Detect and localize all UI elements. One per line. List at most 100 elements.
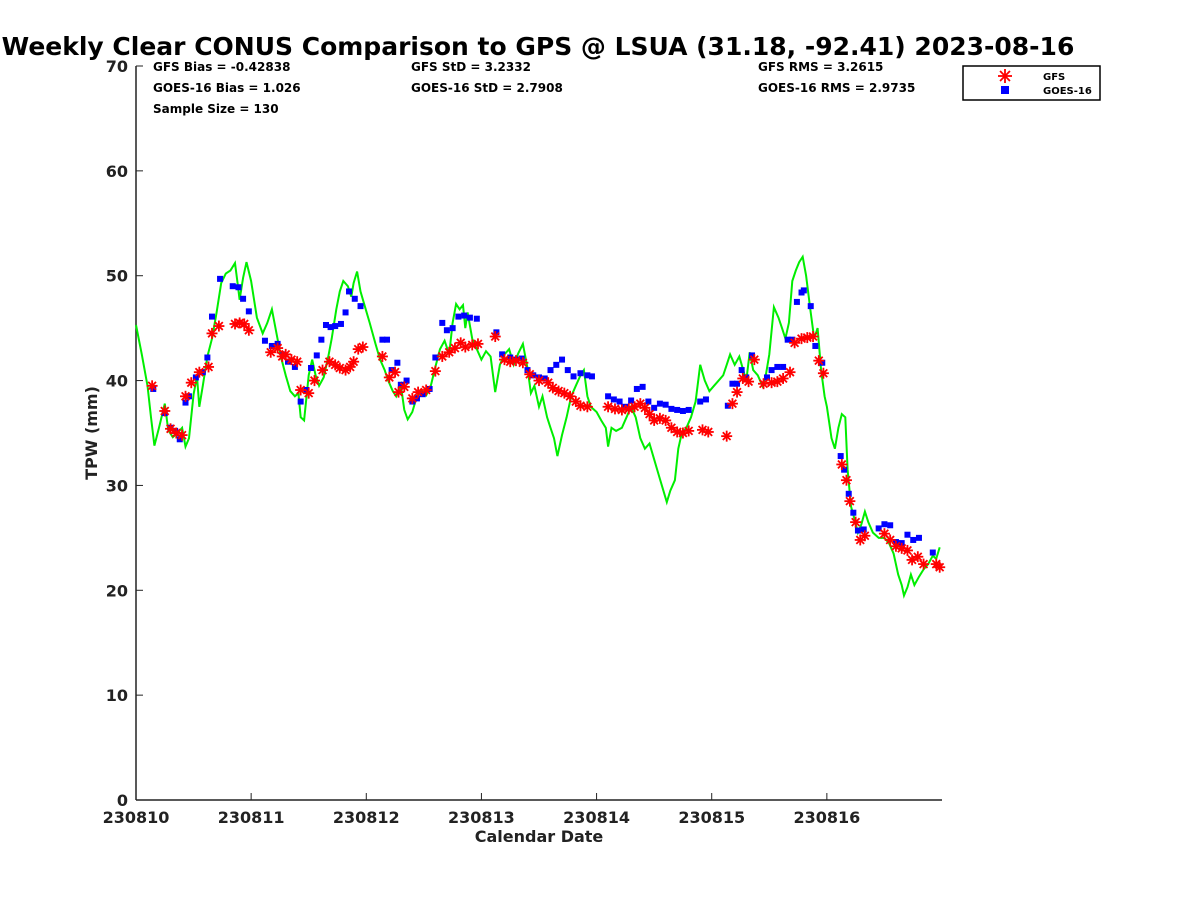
legend-goes-square xyxy=(1001,86,1009,94)
goes-16-point xyxy=(388,367,395,374)
goes-16-point xyxy=(854,527,861,534)
goes-16-point xyxy=(702,396,709,403)
gfs-point xyxy=(533,375,545,387)
gfs-point xyxy=(524,368,536,380)
goes-16-point xyxy=(342,309,349,316)
y-tick-label: 60 xyxy=(106,162,128,181)
gfs-point xyxy=(616,404,628,416)
goes-16-point xyxy=(588,373,595,380)
goes-16-point xyxy=(904,531,911,538)
goes-16-point xyxy=(724,402,731,409)
goes-16-point xyxy=(297,398,304,405)
gfs-point xyxy=(420,384,432,396)
goes-16-point xyxy=(245,308,252,315)
goes-16-point xyxy=(645,398,652,405)
legend-box xyxy=(962,65,1101,101)
x-axis-label: Calendar Date xyxy=(475,827,604,846)
y-tick-label: 30 xyxy=(106,476,128,495)
gfs-point xyxy=(146,380,158,392)
goes-16-point xyxy=(841,466,848,473)
goes-16-point xyxy=(284,358,291,365)
goes-16-point xyxy=(628,397,635,404)
goes-16-point xyxy=(443,327,450,334)
goes-16-point xyxy=(819,359,826,366)
goes-16-point xyxy=(668,405,675,412)
goes-16-point xyxy=(499,351,506,358)
goes-16-point xyxy=(493,329,500,336)
gfs-point xyxy=(574,400,586,412)
goes-16-point xyxy=(674,406,681,413)
gfs-point xyxy=(644,408,656,420)
goes-16-point xyxy=(633,385,640,392)
goes-16-point xyxy=(743,374,750,381)
goes-16-point xyxy=(403,377,410,384)
goes-16-point xyxy=(812,342,819,349)
goes-16-point xyxy=(530,372,537,379)
goes-16-point xyxy=(651,404,658,411)
gfs-point xyxy=(180,390,192,402)
gfs-point xyxy=(176,429,188,441)
x-tick-label: 230813 xyxy=(448,808,515,827)
gfs-point xyxy=(443,346,455,358)
goes-16-point xyxy=(308,364,315,371)
gfs-point xyxy=(731,386,743,398)
goes-16-point xyxy=(432,354,439,361)
goes-16-point xyxy=(738,367,745,374)
goes-16-point xyxy=(426,385,433,392)
axes: 0 10 20 30 40 50 60 70 230810 230811 230812 230813 2… xyxy=(103,57,942,827)
goes-16-point xyxy=(837,453,844,460)
legend-gfs-marker xyxy=(998,69,1012,83)
goes-16-point xyxy=(524,367,531,374)
goes-16-point xyxy=(268,342,275,349)
goes-16-point xyxy=(780,363,787,370)
goes-16-point xyxy=(229,283,236,290)
goes-16-point xyxy=(910,536,917,543)
gfs-point xyxy=(912,551,924,563)
gfs-point xyxy=(206,327,218,339)
gfs-point xyxy=(901,544,913,556)
goes-16-point xyxy=(379,336,386,343)
gfs-point xyxy=(389,366,401,378)
gfs-point xyxy=(726,398,738,410)
gfs-point xyxy=(308,375,320,387)
goes-16-point xyxy=(616,398,623,405)
goes-16-point xyxy=(685,406,692,413)
gfs-point xyxy=(429,365,441,377)
goes-16-point xyxy=(240,295,247,302)
gfs-point xyxy=(836,458,848,470)
goes-16-point xyxy=(357,303,364,310)
goes-16-point xyxy=(875,525,882,532)
goes-16-point xyxy=(327,324,334,331)
goes-16-point xyxy=(332,323,339,330)
y-axis-label: TPW (mm) xyxy=(82,386,101,480)
goes-16-point xyxy=(605,393,612,400)
goes-16-point xyxy=(351,295,358,302)
goes-16-point xyxy=(192,374,199,381)
goes-16-point xyxy=(564,367,571,374)
gfs-point xyxy=(412,386,424,398)
goes-16-point xyxy=(439,319,446,326)
x-tick-label: 230815 xyxy=(678,808,745,827)
legend-goes-label: GOES-16 xyxy=(1043,86,1092,97)
goes-16-point xyxy=(217,275,224,282)
gfs-point xyxy=(303,387,315,399)
chart-title: Weekly Clear CONUS Comparison to GPS @ L… xyxy=(2,32,1075,61)
gfs-point xyxy=(243,324,255,336)
goes-16-point xyxy=(850,509,857,516)
stat-gfs-std: GFS StD = 3.2332 xyxy=(411,60,531,74)
goes-16-point xyxy=(639,383,646,390)
gfs-point xyxy=(665,422,677,434)
goes-16-point xyxy=(929,549,936,556)
gfs-point xyxy=(660,414,672,426)
gfs-point xyxy=(934,561,946,573)
goes-16-point xyxy=(473,315,480,322)
gfs-point xyxy=(203,361,215,373)
y-tick-label: 10 xyxy=(106,686,128,705)
gfs-point xyxy=(238,318,250,330)
legend-gfs-asterisk xyxy=(998,69,1012,83)
goes-16-point xyxy=(800,287,807,294)
gfs-point xyxy=(609,403,621,415)
gfs-point xyxy=(813,355,825,367)
gfs-point xyxy=(272,342,284,354)
